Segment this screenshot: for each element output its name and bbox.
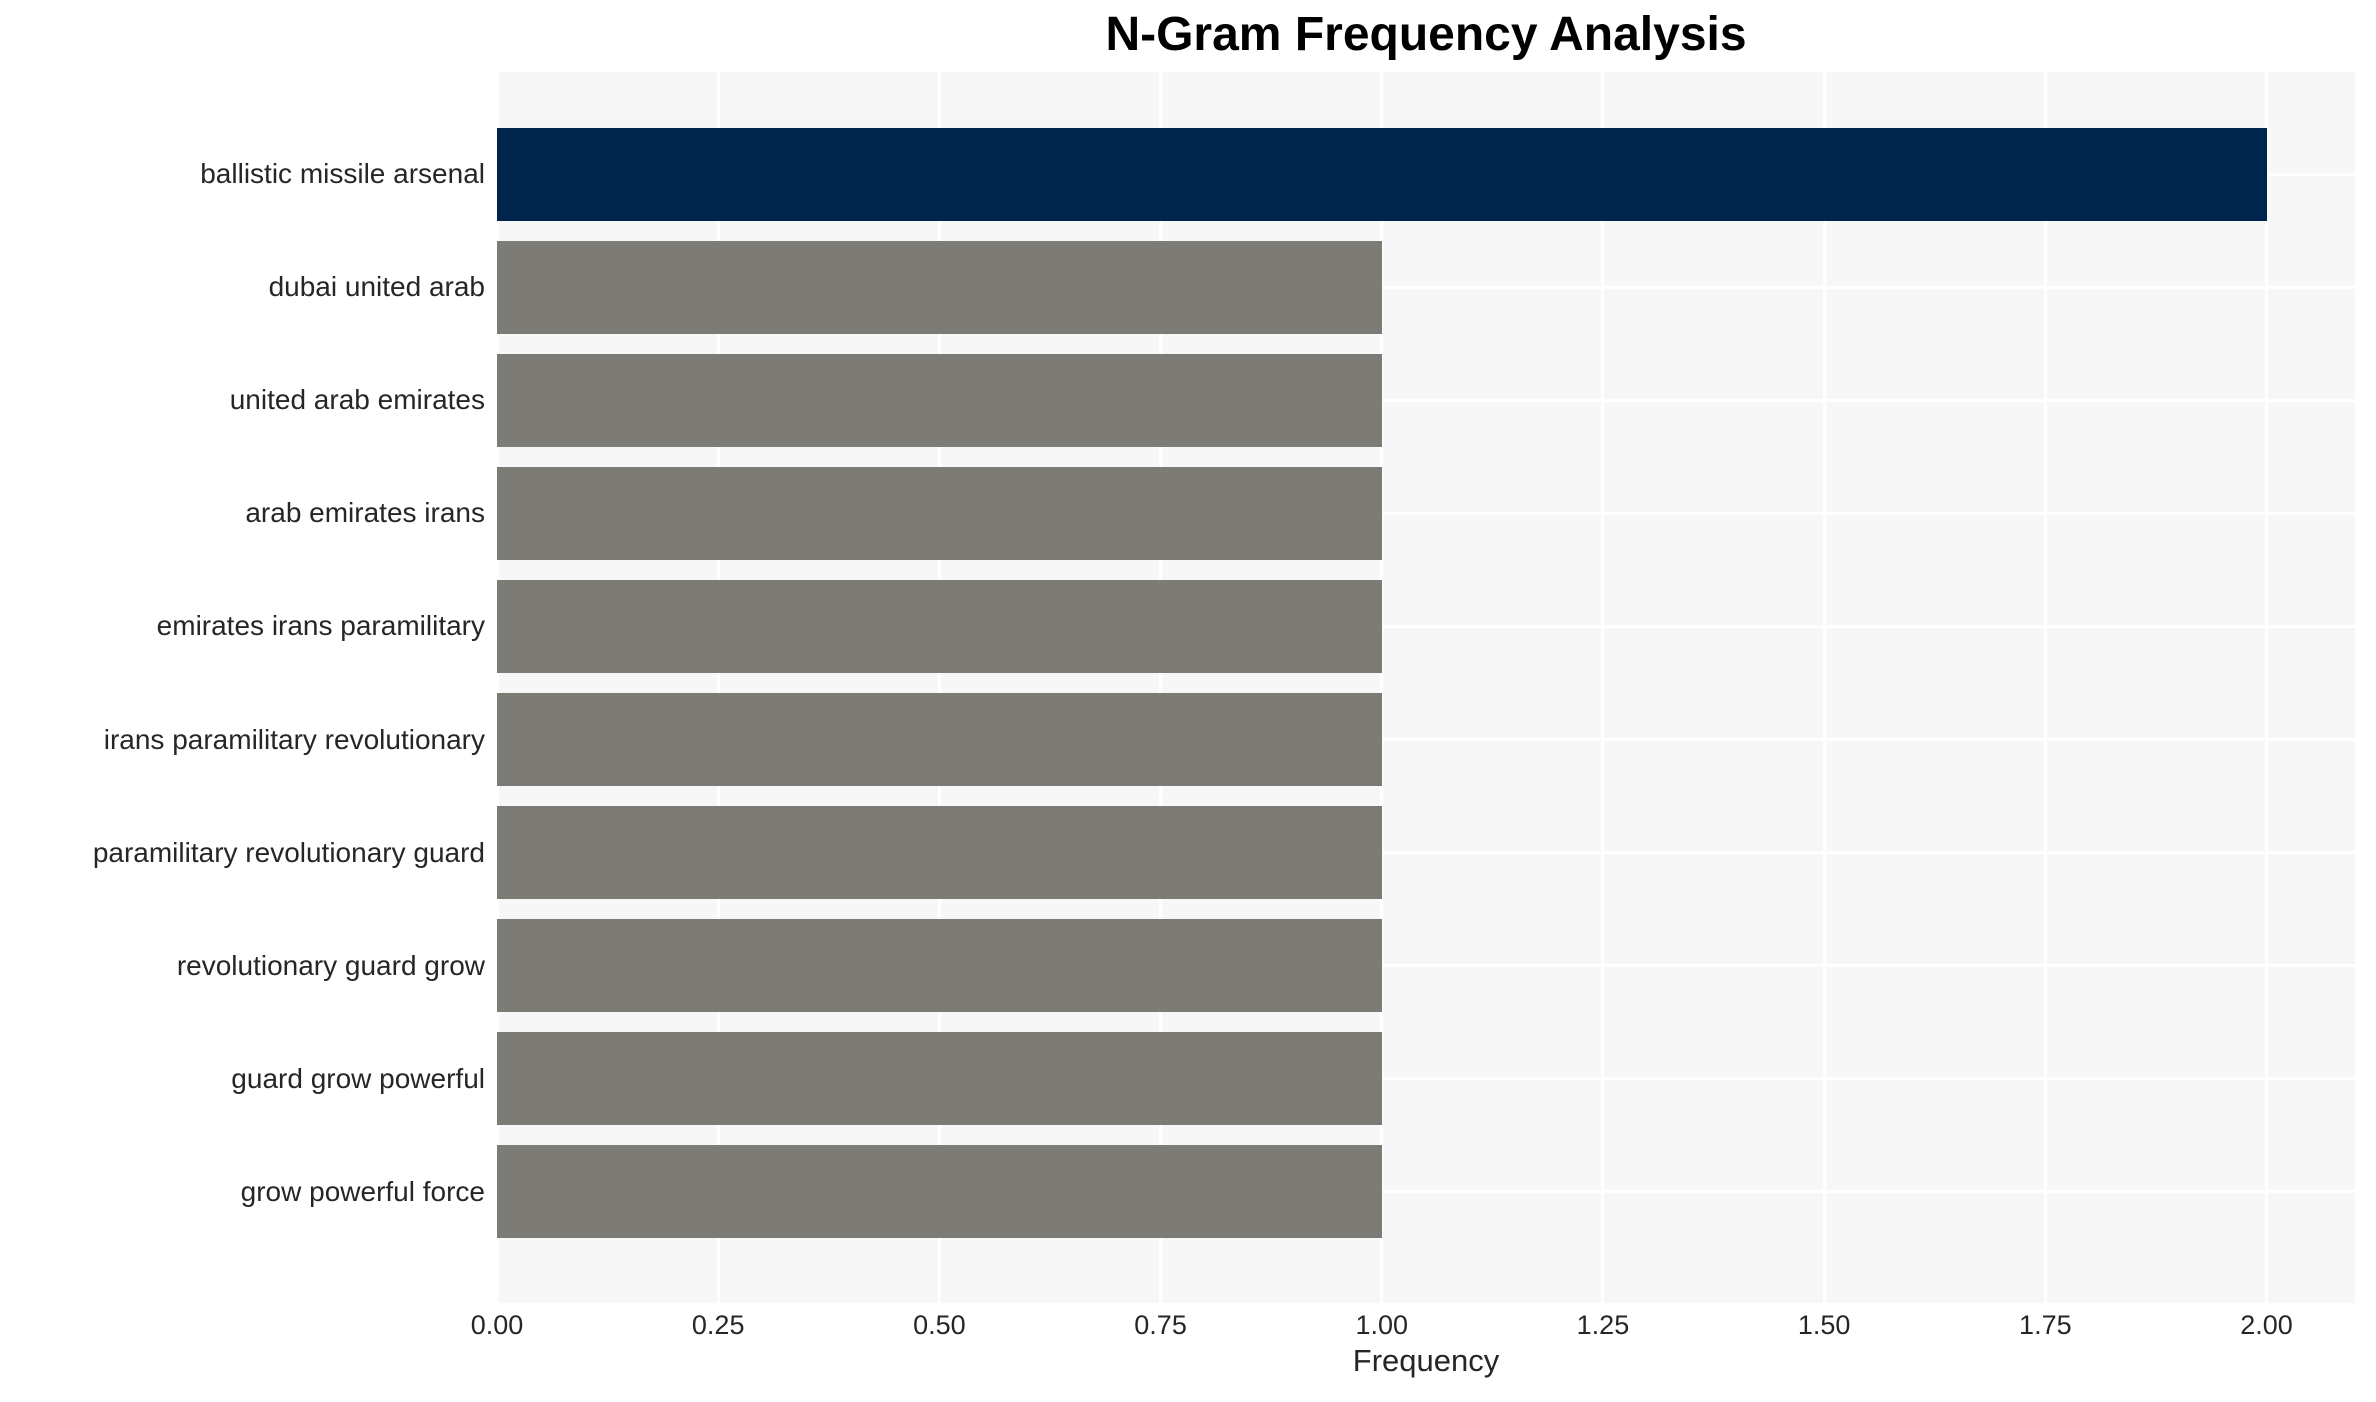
gridline-vertical <box>1822 72 1826 1303</box>
gridline-vertical <box>2265 72 2269 1303</box>
gridline-vertical <box>716 72 720 1303</box>
bar <box>497 466 1382 560</box>
bar <box>497 127 2267 221</box>
y-axis-label: revolutionary guard grow <box>176 949 485 981</box>
gridline-horizontal <box>497 511 2355 515</box>
x-axis-tick-label: 1.50 <box>1797 1310 1851 1340</box>
x-axis-tick-label: 0.00 <box>470 1310 524 1340</box>
gridline-horizontal <box>497 738 2355 741</box>
y-axis-label: ballistic missile arsenal <box>200 158 485 189</box>
bar <box>497 1032 1382 1126</box>
gridline-vertical <box>1159 72 1163 1303</box>
y-axis-label: guard grow powerful <box>231 1062 485 1094</box>
x-axis-tick-label: 1.75 <box>2019 1310 2072 1340</box>
gridline-horizontal <box>497 624 2355 628</box>
chart-title: N-Gram Frequency Analysis <box>1105 8 1747 61</box>
y-axis-label: grow powerful force <box>240 1175 485 1207</box>
y-axis-label: irans paramilitary revolutionary <box>103 723 485 755</box>
bar <box>497 806 1382 900</box>
plot-area <box>495 72 2355 1303</box>
gridline-horizontal <box>497 1190 2355 1194</box>
y-axis-label: dubai united arab <box>268 271 485 303</box>
bar <box>497 1145 1382 1239</box>
x-axis-tick-label: 0.75 <box>1134 1310 1187 1340</box>
bar <box>497 579 1382 673</box>
gridline-horizontal <box>497 1077 2355 1081</box>
x-axis-tick-label: 0.25 <box>691 1310 745 1340</box>
bar <box>497 353 1382 447</box>
y-axis-label: united arab emirates <box>229 384 485 416</box>
gridline-vertical <box>495 72 499 1303</box>
gridline-vertical <box>2043 72 2047 1303</box>
gridline-horizontal <box>497 285 2355 289</box>
bar <box>497 919 1382 1013</box>
x-axis-tick-label: 1.25 <box>1576 1310 1630 1340</box>
x-axis-tick-label: 2.00 <box>2240 1310 2293 1340</box>
gridline-horizontal <box>497 398 2355 402</box>
y-axis-label: paramilitary revolutionary guard <box>92 836 485 868</box>
x-axis-tick-label: 0.50 <box>913 1310 966 1340</box>
y-axis-label: arab emirates irans <box>245 497 485 529</box>
y-axis-label: emirates irans paramilitary <box>156 610 485 642</box>
gridline-horizontal <box>497 964 2355 968</box>
gridline-horizontal <box>497 851 2355 855</box>
gridline-vertical <box>1601 72 1605 1303</box>
gridline-vertical <box>937 72 941 1303</box>
bar <box>497 693 1382 786</box>
x-axis-tick-label: 1.00 <box>1355 1310 1409 1340</box>
bar <box>497 240 1382 334</box>
gridline-vertical <box>1380 72 1384 1303</box>
x-axis-title: Frequency <box>1352 1343 1500 1378</box>
